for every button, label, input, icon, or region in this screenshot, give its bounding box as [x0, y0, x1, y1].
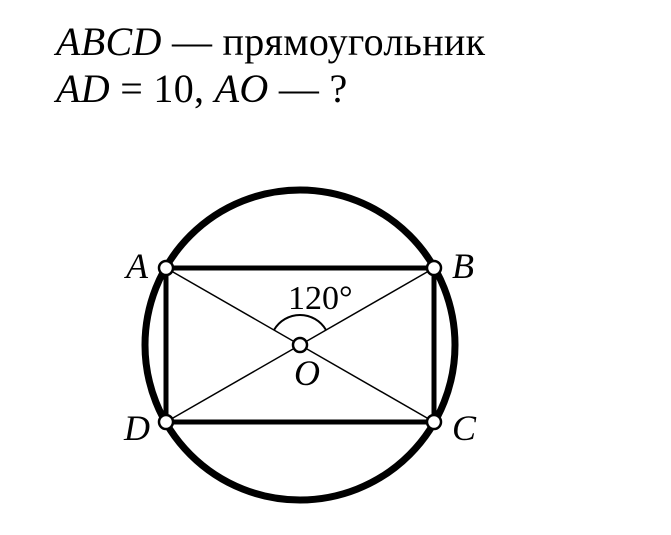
point-label-b: B: [452, 246, 474, 286]
diagram-svg: 120° A B C D O: [30, 130, 550, 530]
problem-statement: ABCD — прямоугольник AD = 10, AO — ?: [56, 18, 485, 112]
point-label-d: D: [123, 408, 150, 448]
comma: ,: [194, 66, 215, 111]
line-2: AD = 10, AO — ?: [56, 65, 485, 112]
point-marker-b: [427, 261, 441, 275]
point-label-o: O: [294, 353, 320, 393]
known-side-value: 10: [153, 66, 194, 111]
equals-1: =: [120, 66, 153, 111]
point-label-c: C: [452, 408, 477, 448]
point-marker-a: [159, 261, 173, 275]
known-side-label: AD: [56, 66, 110, 111]
shape-type: — прямоугольник: [162, 19, 486, 64]
geometry-diagram: 120° A B C D O: [30, 130, 550, 535]
point-marker-d: [159, 415, 173, 429]
line-1: ABCD — прямоугольник: [56, 18, 485, 65]
shape-label: ABCD: [56, 19, 162, 64]
point-marker-o: [293, 338, 307, 352]
point-label-a: A: [124, 246, 149, 286]
question-mark: ?: [329, 66, 347, 111]
unknown-label: AO: [215, 66, 269, 111]
angle-label: 120°: [288, 280, 353, 317]
dash-q: —: [269, 66, 330, 111]
angle-arc-aob: [274, 315, 326, 330]
point-marker-c: [427, 415, 441, 429]
